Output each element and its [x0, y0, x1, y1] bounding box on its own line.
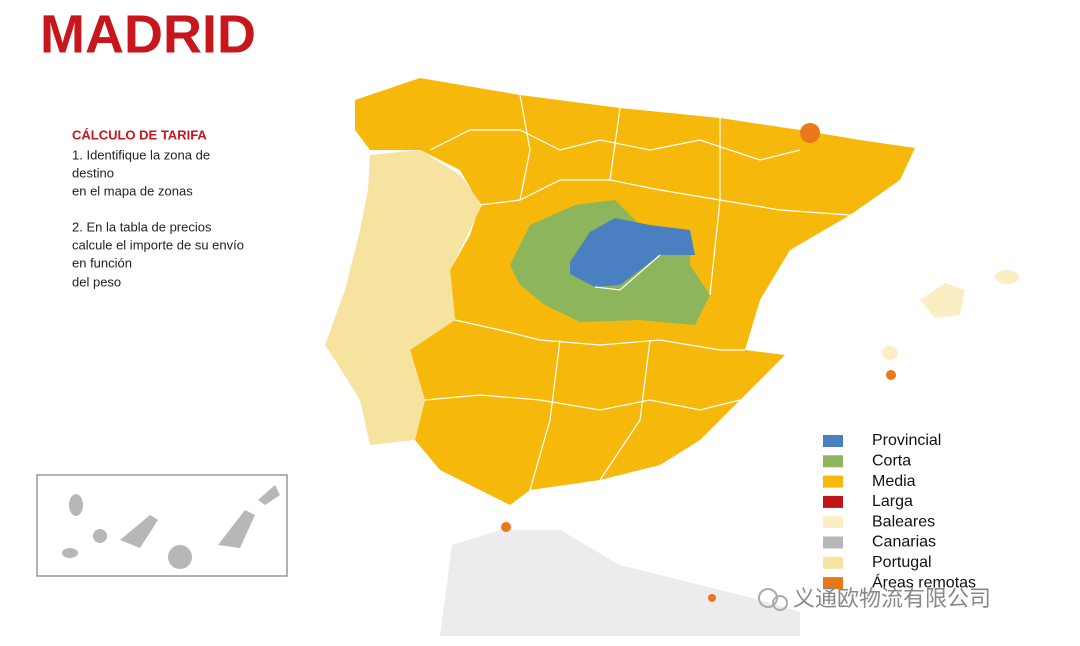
watermark: 义通欧物流有限公司: [758, 586, 991, 611]
instruction-line: en el mapa de zonas: [72, 183, 193, 198]
legend-label: Canarias: [872, 534, 936, 551]
instructions-heading: CÁLCULO DE TARIFA: [72, 127, 207, 142]
legend-swatch: [823, 475, 843, 488]
menorca: [995, 270, 1019, 284]
provincial-zone: [570, 218, 695, 287]
legend-label: Áreas remotas: [872, 572, 976, 591]
instructions: CÁLCULO DE TARIFA 1. Identifique la zona…: [72, 127, 244, 289]
legend-label: Larga: [872, 493, 913, 510]
watermark-icon: [772, 595, 788, 611]
remote-area: [800, 123, 820, 143]
instruction-line: destino: [72, 165, 114, 180]
watermark-icon: [758, 588, 778, 608]
legend-label: Media: [872, 473, 916, 490]
map: [36, 78, 1019, 636]
legend-label: Portugal: [872, 554, 932, 571]
legend-swatch: [823, 536, 843, 549]
canarias: [62, 485, 280, 569]
instruction-line: en función: [72, 255, 132, 270]
instruction-line: 2. En la tabla de precios: [72, 219, 212, 234]
ibiza: [882, 346, 898, 360]
legend: Provincial Corta Media Larga Baleares Canaria…: [823, 432, 976, 591]
instruction-line: 1. Identifique la zona de: [72, 147, 210, 162]
portugal: [325, 150, 482, 445]
legend-swatch: [823, 455, 843, 468]
instruction-line: calcule el importe de su envío: [72, 237, 244, 252]
legend-label: Corta: [872, 453, 911, 470]
legend-swatch: [823, 516, 843, 529]
instruction-line: del peso: [72, 274, 121, 289]
legend-swatch: [823, 435, 843, 447]
remote-area: [501, 522, 511, 532]
remote-area: [886, 370, 896, 380]
remote-area: [708, 594, 716, 602]
legend-label: Baleares: [872, 513, 935, 530]
mallorca: [920, 283, 965, 318]
legend-swatch: [823, 577, 843, 590]
watermark-text: 义通欧物流有限公司: [793, 586, 991, 611]
legend-swatch: [823, 556, 843, 569]
province-borders: [424, 94, 851, 491]
legend-swatch: [823, 495, 843, 508]
morocco: [440, 530, 800, 636]
title: MADRID: [40, 4, 256, 64]
legend-label: Provincial: [872, 432, 941, 449]
